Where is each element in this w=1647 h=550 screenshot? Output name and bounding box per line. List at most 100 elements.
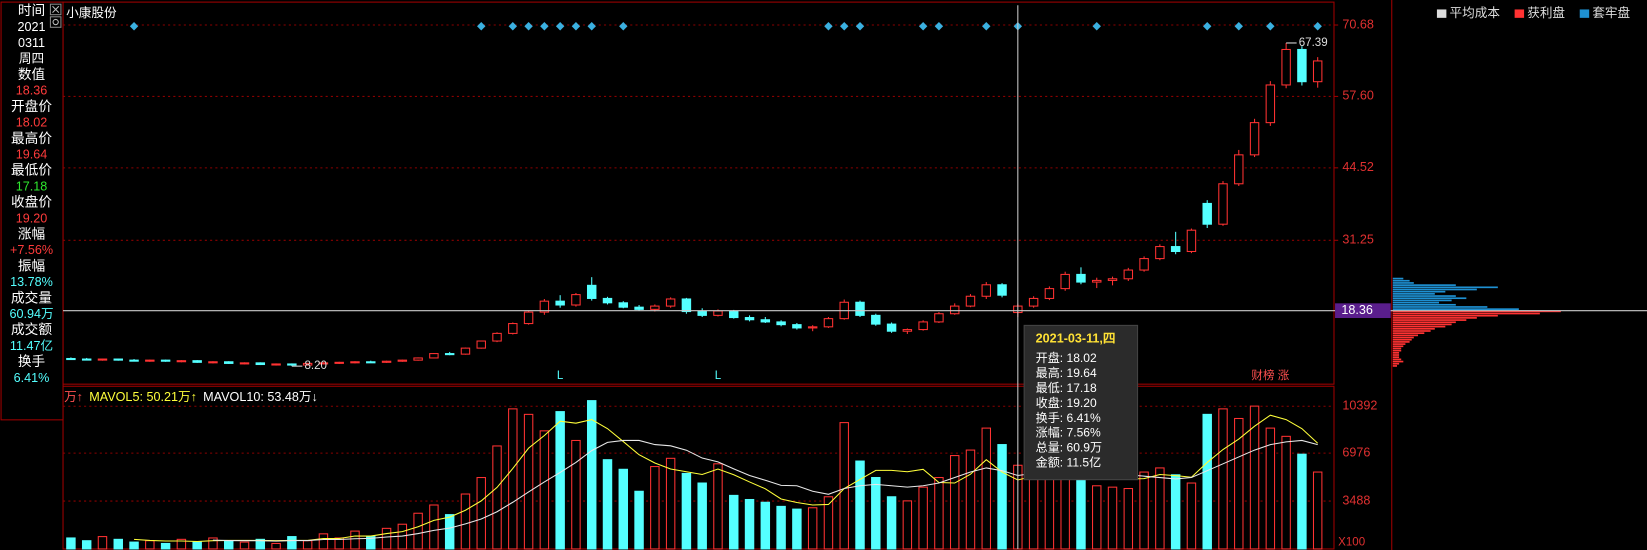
volume-bar [1170,474,1181,550]
volume-bar [760,501,771,550]
chip-bar [1392,365,1398,367]
candle-body [713,310,723,316]
candle-body [902,329,913,332]
candle-body [1107,278,1118,281]
volume-bar [523,413,534,550]
volume-bar [871,477,881,550]
annotation: L [557,370,564,382]
chip-bar [1392,345,1404,348]
candle-body [729,310,739,319]
chip-bar [1392,362,1400,365]
candle-body [1186,229,1197,253]
volume-bar [460,493,471,550]
stock-name: 小康股份 [66,5,117,20]
candle-body [1092,279,1102,283]
chip-bar [1392,338,1412,341]
candle-body [271,363,281,366]
candle-body [1076,273,1086,283]
info-value: 13.78% [10,275,53,289]
volume-bar [97,536,108,550]
volume-bar [886,496,897,550]
volume-bar [429,504,439,550]
candle-body [1312,60,1323,83]
chip-bar [1392,325,1446,328]
volume-bar [239,541,250,550]
chip-bar [1392,286,1498,289]
volume-bar [81,540,92,550]
y-tick-label: 10392 [1342,399,1377,413]
volume-bar [697,482,707,550]
info-value: 60.94万 [9,307,53,321]
candle-body [302,362,313,366]
chip-bar [1392,321,1456,324]
info-label: 最高价 [11,130,52,146]
info-label: 成交量 [11,289,52,305]
tooltip-box [1023,324,1139,481]
candle-body [981,284,991,297]
candle-body [145,359,155,362]
candle-body [871,314,881,325]
volume-bar [665,457,676,550]
candle-body [571,294,581,306]
volume-bar [192,541,202,550]
volume-bar [681,472,692,550]
candle-body [208,361,218,364]
candle-body [934,313,944,323]
candle-body [429,353,439,359]
tooltip-line: 最高: 19.64 [1036,365,1097,380]
tooltip-title: 2021-03-11,四 [1036,331,1116,345]
volume-bar [729,494,739,550]
candle-body [1281,48,1291,86]
volume-bar [129,541,139,550]
candle-body [113,358,123,361]
chip-bar [1392,295,1456,297]
chip-bar [1392,288,1477,291]
info-value: 19.20 [16,211,48,225]
legend-label: 获利盘 [1527,5,1565,20]
candle-body [855,301,865,316]
volume-bar [792,508,802,550]
volume-bar [949,455,960,550]
candle-body [760,319,771,323]
volume-bar [1155,467,1165,550]
candle-body [665,298,676,307]
y-tick-label: 6976 [1342,445,1370,459]
candle-body [397,359,408,362]
info-value: 18.02 [16,116,48,130]
volume-bar [444,514,455,550]
volume-bar [618,468,629,550]
info-label: 收盘价 [11,194,52,210]
chip-bar [1392,310,1561,313]
y-tick-label: 31.25 [1342,233,1374,247]
tooltip-line: 换手: 6.41% [1036,411,1101,425]
volume-bar [981,427,991,550]
settings-button[interactable] [49,16,62,28]
chip-bar [1392,336,1414,339]
volume-bar [1297,453,1307,550]
info-value: 0311 [18,36,45,50]
candle-body [508,323,518,334]
candle-body [255,362,266,366]
close-button[interactable] [49,3,62,16]
legend-entry: MAVOL10: 53.48万↓ [203,390,318,404]
candle-body [413,357,423,361]
candle-body [1044,288,1055,299]
volume-bar [650,466,660,550]
candle-body [602,297,613,304]
info-value: +7.56% [10,243,53,257]
info-value: 18.36 [16,84,48,98]
chip-bar [1392,358,1402,361]
candle-body [350,361,360,364]
volume-bar [1218,408,1228,550]
legend-swatch [1579,9,1590,18]
candle-body [523,311,534,325]
tooltip-line: 涨幅: 7.56% [1036,425,1101,440]
chip-bar [1392,277,1404,280]
chip-bar [1392,347,1402,350]
volume-bar [66,537,76,550]
legend-label: 平均成本 [1450,6,1501,20]
candle-body [681,298,692,313]
volume-bar [287,536,297,550]
chip-bar [1392,354,1400,356]
candle-body [366,361,376,364]
